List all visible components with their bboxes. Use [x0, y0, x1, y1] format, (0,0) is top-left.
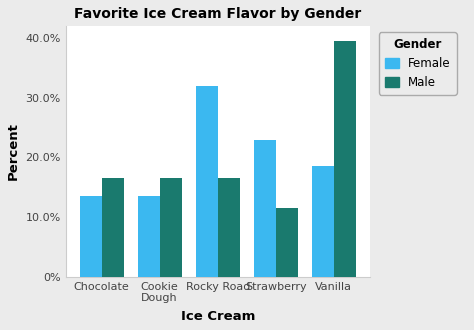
Y-axis label: Percent: Percent [7, 122, 20, 181]
X-axis label: Ice Cream: Ice Cream [181, 310, 255, 323]
Bar [312, 166, 334, 277]
Bar [254, 140, 276, 277]
Bar [137, 196, 160, 277]
Bar [160, 178, 182, 277]
Legend: Female, Male: Female, Male [379, 32, 457, 95]
Bar [80, 196, 101, 277]
Bar [276, 208, 298, 277]
Bar [101, 178, 124, 277]
Bar [196, 86, 218, 277]
Bar [334, 41, 356, 277]
Title: Favorite Ice Cream Flavor by Gender: Favorite Ice Cream Flavor by Gender [74, 7, 361, 21]
Bar [218, 178, 240, 277]
